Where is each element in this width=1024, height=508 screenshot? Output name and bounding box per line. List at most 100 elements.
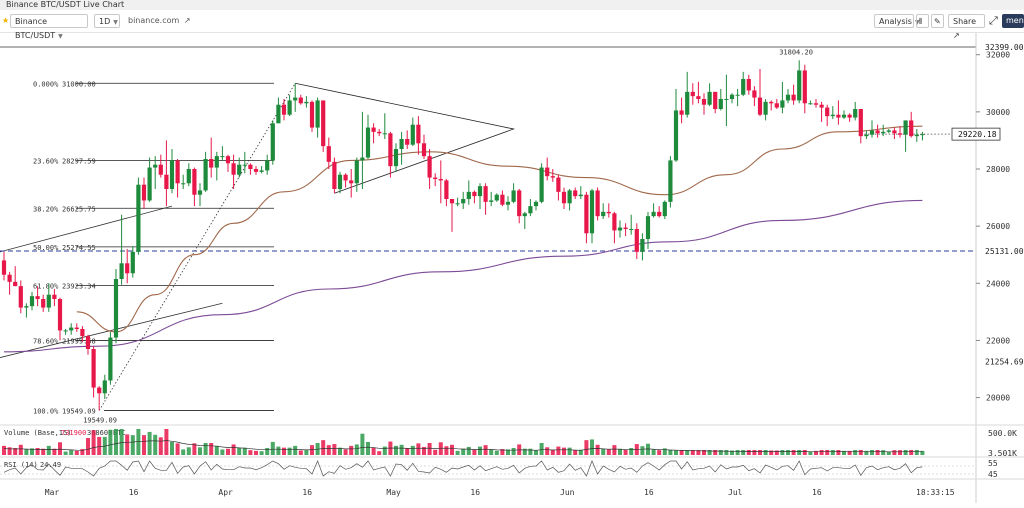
volume-bar [265, 448, 270, 455]
volume-bar [254, 450, 258, 455]
candle-body [875, 130, 880, 134]
volume-bar [41, 448, 46, 455]
candle-body [612, 213, 617, 231]
window-title: Binance BTC/USDT Live Chart [6, 0, 125, 9]
candle-body [141, 184, 147, 201]
volume-bar [914, 450, 919, 455]
fullscreen-button[interactable]: ⤢ [989, 14, 1001, 28]
interval-selector[interactable]: 1D ▼ [94, 14, 120, 28]
candle-body [57, 299, 63, 331]
candle-body [533, 201, 539, 207]
candle-body [864, 134, 869, 137]
volume-bar [847, 450, 852, 455]
menu-button[interactable]: menu [1002, 14, 1024, 28]
candle-body [785, 94, 791, 101]
fib-price-label: 25274.55 [62, 244, 96, 252]
volume-bar [534, 450, 538, 455]
candle-body [511, 190, 516, 202]
candle-body [158, 164, 163, 175]
candle-body [505, 201, 511, 205]
volume-bar [892, 450, 897, 455]
volume-bar [450, 444, 454, 455]
volume-bar [410, 445, 415, 455]
fib-price-label: 28297.59 [62, 157, 96, 165]
fibonacci-retracement: 0.000% 31000.00 23.60% 28297.59 38.20% 26625.… [33, 80, 274, 415]
candle-body [293, 97, 298, 101]
candle-body [410, 124, 415, 145]
share-label: Share [953, 17, 977, 26]
candle-body [774, 103, 779, 108]
candle-body [466, 191, 471, 199]
volume-bar [690, 450, 695, 455]
volume-bar [730, 450, 734, 455]
volume-bar [24, 449, 29, 455]
volume-bar [758, 450, 762, 455]
candle-body [606, 211, 611, 214]
volume-bar [125, 434, 130, 455]
candle-body [897, 133, 903, 135]
external-link-icon: ↗ [183, 16, 191, 25]
volume-bar [466, 446, 471, 455]
candle-body [416, 124, 421, 144]
volume-bar [354, 444, 359, 455]
volume-panel: Volume (Base,15)731900 368600 BTC 500.0K 3.5… [2, 429, 1017, 458]
volume-bar [108, 429, 113, 455]
indicators-button[interactable]: ⫴ [916, 14, 929, 28]
volume-bar [830, 450, 835, 455]
volume-bar [343, 449, 348, 455]
source-link[interactable]: binance.com ↗ [128, 14, 191, 28]
candle-body [421, 143, 427, 157]
candle-body [757, 97, 763, 115]
candle-body [724, 99, 729, 100]
chart-area[interactable]: 0.000% 31000.00 23.60% 28297.59 38.20% 26625.… [0, 33, 1024, 508]
candle-body [847, 114, 852, 118]
volume-bar [522, 448, 527, 455]
volume-bar [875, 450, 880, 455]
volume-bar [489, 449, 494, 455]
candle-body [881, 131, 886, 134]
analysis-dropdown[interactable]: Analysis ▼ [874, 14, 920, 28]
candle-body [522, 213, 527, 217]
candle-body [309, 101, 315, 128]
candle-body [91, 349, 96, 388]
trend-line-lower [0, 302, 223, 358]
interval-label: 1D [99, 17, 111, 26]
star-icon[interactable]: ★ [2, 16, 10, 25]
candle-body [769, 101, 774, 104]
trend-line-upper [0, 205, 173, 253]
volume-bar [114, 429, 118, 455]
fib-price-label: 23923.34 [62, 282, 96, 290]
share-button[interactable]: Share ↗ [948, 14, 985, 40]
volume-bar [214, 445, 219, 455]
volume-bar [427, 443, 432, 455]
volume-bar [371, 448, 376, 455]
volume-bar [394, 445, 398, 455]
volume-bar [573, 450, 578, 455]
symbol-selector[interactable]: Binance BTC/USDT ▼ [10, 14, 88, 40]
candle-body [718, 99, 723, 109]
y-tick-label: 24000 [986, 279, 1010, 288]
candle-body [528, 206, 533, 214]
volume-bar [612, 445, 617, 455]
candle-body [634, 229, 639, 252]
candle-body [763, 101, 768, 115]
fullscreen-icon: ⤢ [989, 14, 998, 27]
candle-body [349, 180, 354, 184]
rsi-scale-label: 45 [988, 470, 998, 479]
candle-body [365, 127, 371, 158]
volume-bar [170, 441, 174, 455]
volume-bar [595, 444, 600, 455]
x-tick-label: May [386, 488, 401, 497]
volume-bar [74, 450, 79, 455]
volume-bar [304, 450, 309, 455]
price-chart[interactable]: 0.000% 31000.00 23.60% 28297.59 38.20% 26625.… [0, 33, 1024, 503]
draw-button[interactable]: ✎ [931, 14, 944, 28]
volume-bar [797, 450, 802, 455]
volume-bar [293, 445, 298, 455]
volume-bar [270, 441, 275, 455]
fib-price-label: 19549.09 [62, 407, 96, 415]
candle-body [153, 164, 158, 168]
candle-body [253, 169, 259, 172]
candle-body [69, 327, 74, 331]
volume-bar [763, 450, 768, 455]
